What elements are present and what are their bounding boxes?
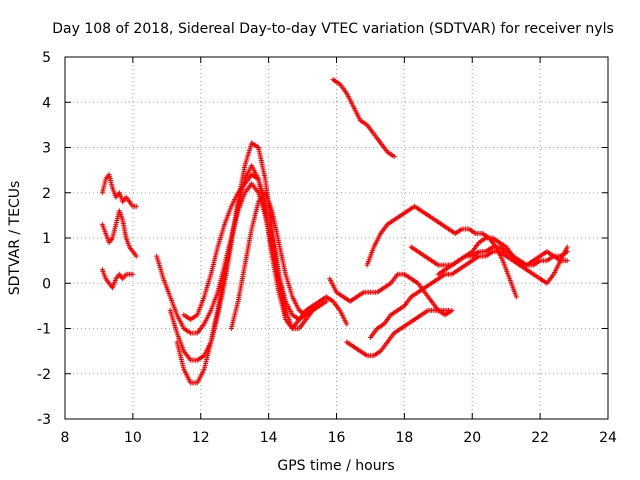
data-point bbox=[445, 307, 451, 313]
series-arc-l bbox=[344, 307, 451, 359]
y-tick-label: 1 bbox=[42, 231, 51, 247]
data-point bbox=[133, 203, 139, 209]
data-point bbox=[564, 249, 570, 255]
series-arc-k bbox=[364, 203, 519, 300]
y-tick-label: 2 bbox=[42, 186, 51, 202]
y-tick-label: -2 bbox=[37, 367, 51, 383]
y-axis-label: SDTVAR / TECUs bbox=[7, 181, 23, 296]
data-point bbox=[323, 298, 329, 304]
x-tick-label: 24 bbox=[599, 430, 617, 446]
series-arc-f bbox=[174, 181, 289, 386]
series-arc-h bbox=[228, 190, 316, 331]
data-point bbox=[344, 321, 350, 327]
x-tick-label: 12 bbox=[192, 430, 210, 446]
data-point bbox=[310, 307, 316, 313]
data-point bbox=[513, 294, 519, 300]
x-tick-label: 8 bbox=[61, 430, 70, 446]
data-point bbox=[564, 258, 570, 264]
y-tick-label: -3 bbox=[37, 412, 51, 428]
x-tick-label: 22 bbox=[531, 430, 549, 446]
series-arc-o bbox=[435, 244, 570, 277]
data-point bbox=[391, 154, 397, 160]
grid bbox=[65, 57, 608, 419]
x-tick-label: 14 bbox=[260, 430, 278, 446]
x-tick-label: 20 bbox=[463, 430, 481, 446]
x-tick-label: 10 bbox=[124, 430, 142, 446]
chart-title: Day 108 of 2018, Sidereal Day-to-day VTE… bbox=[52, 21, 614, 37]
x-tick-label: 16 bbox=[328, 430, 346, 446]
y-tick-label: 0 bbox=[42, 276, 51, 292]
y-axis-ticks: -3 -2 -1 0 1 2 3 4 5 bbox=[37, 50, 608, 428]
data-point bbox=[283, 312, 289, 318]
series-arc-b bbox=[99, 208, 139, 259]
data-point bbox=[317, 303, 323, 309]
data-points bbox=[99, 77, 570, 386]
data-point bbox=[564, 244, 570, 250]
y-tick-label: 5 bbox=[42, 50, 51, 66]
data-point bbox=[130, 271, 136, 277]
x-axis-ticks: 8 10 12 14 16 18 20 22 24 bbox=[61, 57, 617, 446]
y-tick-label: 4 bbox=[42, 95, 51, 111]
series-arc-a bbox=[99, 172, 139, 209]
y-tick-label: -1 bbox=[37, 322, 51, 338]
x-tick-label: 18 bbox=[395, 430, 413, 446]
y-tick-label: 3 bbox=[42, 141, 51, 157]
series-arc-c bbox=[99, 267, 136, 291]
series-arc-e bbox=[167, 140, 323, 363]
x-axis-label: GPS time / hours bbox=[277, 458, 394, 474]
series-arc-i bbox=[330, 77, 397, 160]
data-point bbox=[133, 253, 139, 259]
